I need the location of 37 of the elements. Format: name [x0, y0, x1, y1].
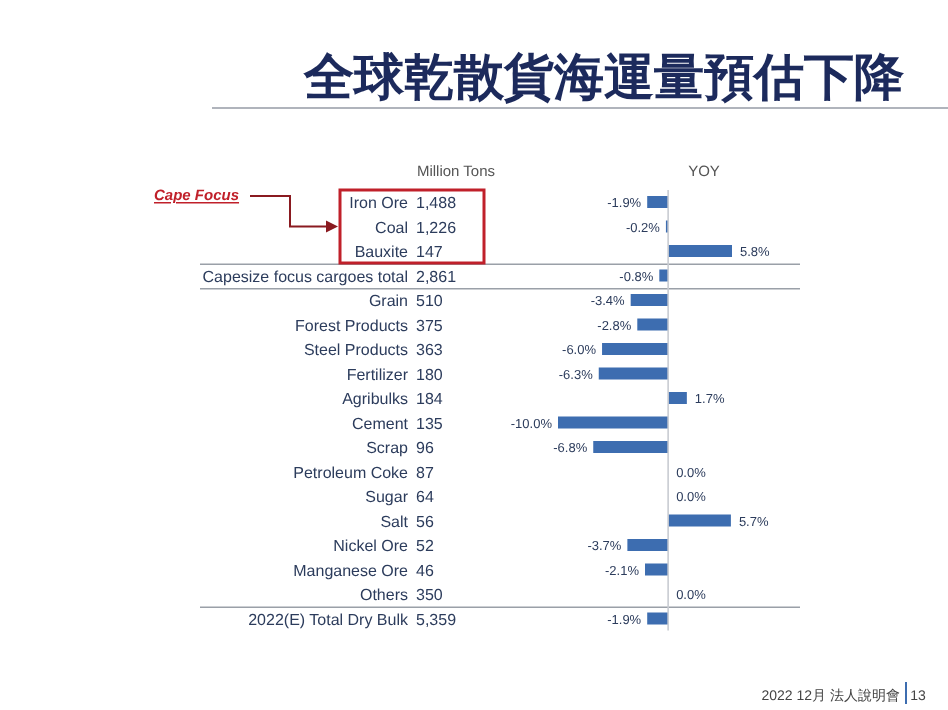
y-tick-label: Others — [359, 586, 408, 604]
data-label: 510 — [416, 292, 444, 310]
y-tick-label: Grain — [368, 292, 408, 310]
data-label: 135 — [416, 414, 444, 433]
y-tick-label: Iron Ore — [349, 194, 410, 212]
y-tick-label: Capesize focus cargoes total — [202, 267, 409, 286]
data-label: 96 — [416, 439, 435, 457]
y-tick-label: Agribulks — [342, 390, 408, 408]
data-label: 2,861 — [416, 267, 458, 286]
y-tick-label: Fertilizer — [346, 365, 409, 384]
y-tick-label: Petroleum Coke — [293, 463, 410, 482]
y-tick-label: Scrap — [366, 439, 410, 457]
data-label: 350 — [416, 586, 444, 604]
data-label: 1,488 — [416, 194, 458, 212]
y-tick-label: Sugar — [365, 488, 409, 506]
data-label: 52 — [416, 537, 435, 555]
text: 全球乾散貨海運量預估下降 — [302, 50, 906, 106]
data-label: 375 — [416, 316, 444, 335]
data-label: 5,359 — [416, 610, 458, 629]
data-label: 56 — [416, 512, 435, 531]
y-tick-label: Forest Products — [295, 316, 408, 335]
y-tick-label: Bauxite — [354, 243, 410, 261]
y-tick-label: Manganese Ore — [293, 561, 410, 580]
data-label: 147 — [416, 243, 444, 261]
data-label: 87 — [416, 463, 435, 482]
y-tick-label: 2022(E) Total Dry Bulk — [248, 610, 410, 629]
data-label: 1,226 — [416, 218, 458, 237]
data-label: 184 — [416, 390, 444, 408]
data-label: 180 — [416, 365, 444, 384]
y-tick-label: Steel Products — [303, 341, 408, 359]
y-tick-label: Nickel Ore — [333, 537, 410, 555]
y-tick-label: Coal — [375, 218, 409, 237]
data-label: 363 — [416, 341, 444, 359]
data-label: 64 — [416, 488, 435, 506]
y-tick-label: Cement — [351, 414, 410, 433]
y-tick-label: Salt — [380, 512, 410, 531]
data-label: 46 — [416, 561, 435, 580]
